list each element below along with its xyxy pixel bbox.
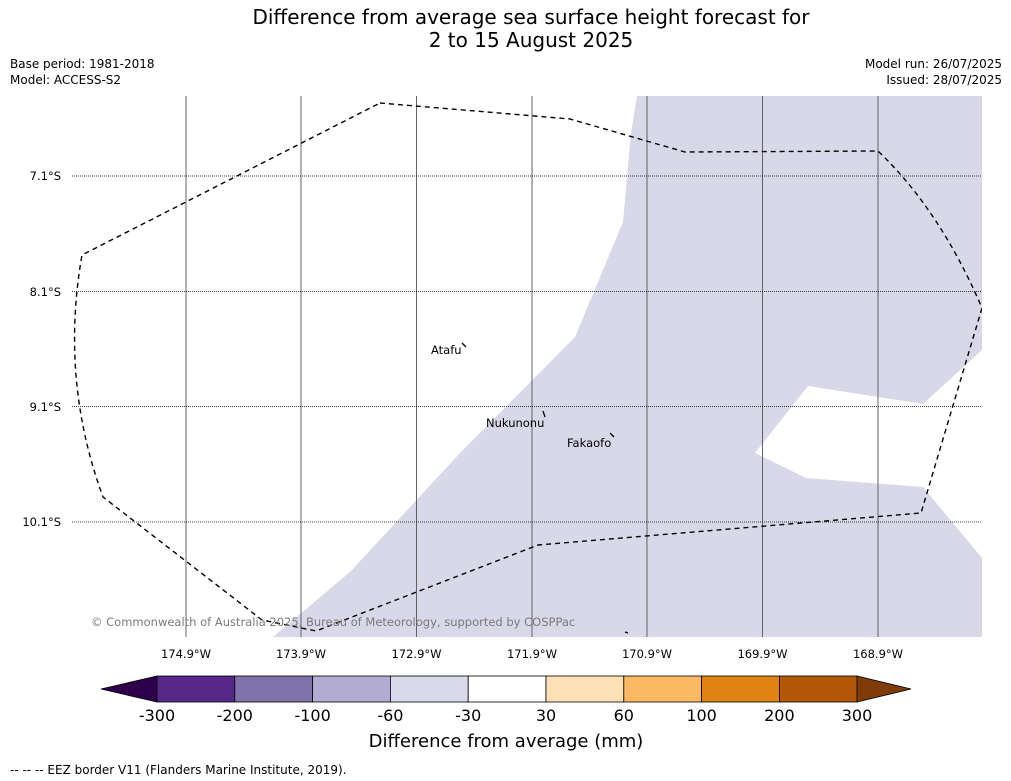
colorbar-tick-100: 100 (686, 706, 717, 725)
colorbar-tick-30: 30 (536, 706, 556, 725)
colorbar-title: Difference from average (mm) (369, 731, 644, 752)
model-text: Model: ACCESS-S2 (10, 73, 122, 87)
meridian-lines (185, 96, 879, 637)
longitude-label-172-9w: 172.9°W (391, 647, 441, 661)
colorbar-bin-minus60-minus30 (389, 675, 469, 703)
latitude-label-8-1s: 8.1°S (30, 285, 61, 299)
colorbar-extend-low (100, 675, 158, 703)
latitude-labels: 7.1°S 8.1°S 9.1°S 10.1°S (22, 169, 61, 529)
colorbar-tick-60: 60 (614, 706, 634, 725)
nukunonu-atoll-mark (542, 410, 546, 418)
copyright-notice: © Commonwealth of Australia 2025, Bureau… (91, 615, 575, 629)
latitude-label-7-1s: 7.1°S (30, 169, 61, 183)
colorbar-tick-300: 300 (842, 706, 873, 725)
latitude-label-10-1s: 10.1°S (22, 515, 61, 529)
latitude-label-9-1s: 9.1°S (30, 400, 61, 414)
longitude-label-174-9w: 174.9°W (161, 647, 211, 661)
colorbar-bin-minus100-minus60 (312, 675, 391, 703)
colorbar-tick-minus100: -100 (294, 706, 330, 725)
colorbar: -300 -200 -100 -60 -30 30 60 100 200 300… (100, 675, 912, 752)
anomaly-region-main (273, 96, 982, 637)
issued-text: Issued: 28/07/2025 (886, 73, 1002, 87)
eez-border-legend-note: -- -- -- EEZ border V11 (Flanders Marine… (10, 763, 347, 777)
place-label-atafu: Atafu (431, 343, 462, 357)
anomaly-region-top-right (944, 96, 982, 140)
colorbar-tick-minus30: -30 (455, 706, 481, 725)
base-period-text: Base period: 1981-2018 (10, 57, 155, 71)
model-run-text: Model run: 26/07/2025 (864, 57, 1002, 71)
colorbar-tick-minus300: -300 (139, 706, 175, 725)
longitude-label-173-9w: 173.9°W (276, 647, 326, 661)
longitude-label-170-9w: 170.9°W (622, 647, 672, 661)
map-area: Atafu Nukunonu Fakaofo © Commonwealth of… (72, 96, 982, 637)
colorbar-bin-30-60 (545, 675, 625, 703)
colorbar-tick-minus200: -200 (217, 706, 253, 725)
fakaofo-atoll-mark (609, 432, 615, 438)
colorbar-bin-minus30-30 (467, 675, 547, 703)
forecast-metadata-right: Model run: 26/07/2025 Issued: 28/07/2025 (865, 56, 1002, 88)
colorbar-bin-minus300-minus200 (156, 675, 236, 703)
map-title: Difference from average sea surface heig… (0, 6, 1011, 52)
atafu-atoll-mark (461, 342, 467, 348)
colorbar-bin-60-100 (623, 675, 702, 703)
colorbar-extend-high (856, 675, 912, 703)
parallel-lines (72, 175, 982, 523)
colorbar-tick-labels: -300 -200 -100 -60 -30 30 60 100 200 300 (139, 706, 872, 725)
atoll-marks (461, 342, 629, 634)
map-title-line-1: Difference from average sea surface heig… (252, 5, 810, 29)
colorbar-bin-200-300 (779, 675, 858, 703)
longitude-labels: 174.9°W 173.9°W 172.9°W 171.9°W 170.9°W … (161, 647, 903, 661)
colorbar-tick-200: 200 (764, 706, 795, 725)
forecast-metadata-left: Base period: 1981-2018 Model: ACCESS-S2 (10, 56, 155, 88)
islet-mark (624, 631, 629, 634)
map-title-line-2: 2 to 15 August 2025 (428, 28, 634, 52)
place-label-fakaofo: Fakaofo (567, 436, 611, 450)
colorbar-bin-100-200 (701, 675, 780, 703)
longitude-label-168-9w: 168.9°W (853, 647, 903, 661)
place-label-nukunonu: Nukunonu (486, 416, 544, 430)
eez-border (73, 102, 982, 632)
colorbar-tick-minus60: -60 (377, 706, 403, 725)
longitude-label-171-9w: 171.9°W (507, 647, 557, 661)
longitude-label-169-9w: 169.9°W (737, 647, 787, 661)
colorbar-bin-minus200-minus100 (234, 675, 314, 703)
